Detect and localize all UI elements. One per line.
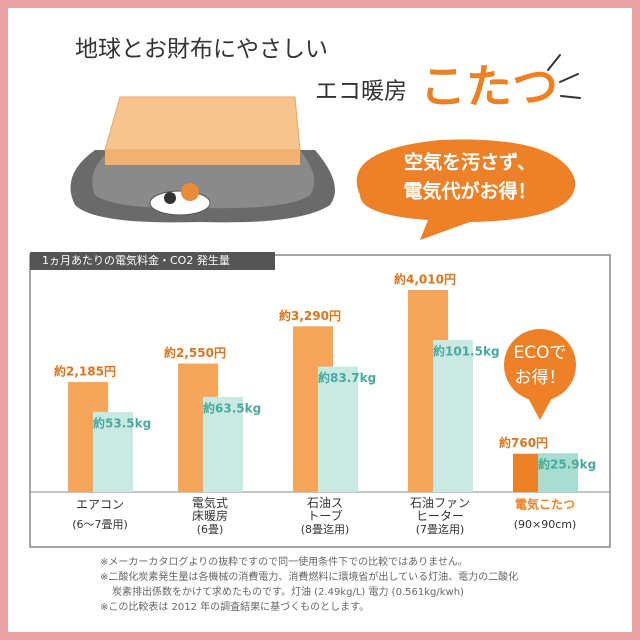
bar	[203, 396, 243, 492]
note: ※二酸化炭素発生量は各機械の消費電力、消費燃料に環境省が出している灯油、電力の二…	[100, 570, 518, 583]
bar	[93, 411, 133, 492]
chart-title-tab	[30, 252, 275, 270]
bubble-text: 電気代がお得！	[403, 180, 536, 203]
value-label: 約760円	[499, 435, 548, 450]
bubble-text: 空気を汚さず、	[404, 151, 536, 174]
value-label: 約2,185円	[54, 363, 116, 378]
title-accent	[547, 54, 581, 99]
speech-bubble	[356, 139, 576, 240]
value-label: 約4,010円	[394, 272, 456, 287]
callout-badge	[504, 329, 576, 401]
value-label: 約25.9kg	[538, 457, 596, 472]
value-label: 約53.5kg	[93, 415, 151, 430]
category-label: 電気こたつ	[515, 497, 575, 512]
category-label: 石油ファンヒーター	[410, 496, 470, 523]
kotatsu-illustration	[70, 96, 335, 223]
value-label: 約2,550円	[164, 345, 226, 360]
category-label: 石油ストーブ	[307, 496, 343, 523]
note: ※この比較表は 2012 年の調査結果に基づくものとします。	[100, 600, 369, 613]
callout-text: ECOで	[514, 343, 567, 363]
note: 炭素排出係数をかけて求めたものです。灯油 (2.49kg/L) 電力 (0.56…	[112, 585, 464, 598]
bar	[318, 366, 358, 492]
callout-pointer	[528, 398, 552, 420]
category-note: (6畳)	[197, 523, 224, 536]
value-label: 約101.5kg	[433, 344, 500, 359]
category-note: (90×90cm)	[514, 518, 577, 531]
category-note: (8畳迄用)	[301, 522, 350, 536]
note: ※メーカーカタログよりの抜粋ですので同一使用条件下での比較ではありません。	[100, 555, 468, 568]
headline: 地球とお財布にやさしい	[75, 37, 328, 63]
value-label: 約83.7kg	[318, 370, 376, 385]
headline: エコ暖房	[315, 79, 407, 105]
value-label: 約63.5kg	[203, 400, 261, 415]
chart-title: 1ヵ月あたりの電気料金・CO2 発生量	[42, 253, 230, 267]
category-label: エアコン	[76, 498, 124, 512]
bar	[433, 340, 473, 492]
category-note: (7畳迄用)	[416, 522, 465, 536]
bar	[538, 453, 578, 492]
headline-highlight: こたつ	[420, 60, 558, 114]
category-note: (6～7畳用)	[72, 518, 128, 531]
category-label: 電気式床暖房	[192, 495, 228, 523]
value-label: 約3,290円	[279, 308, 341, 323]
callout-text: お得！	[515, 368, 566, 388]
